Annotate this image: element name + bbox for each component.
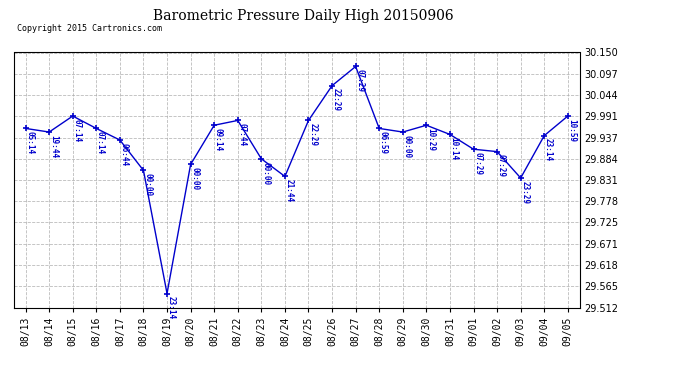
- Text: 10:29: 10:29: [426, 128, 435, 151]
- Text: 23:14: 23:14: [544, 138, 553, 162]
- Text: 09:14: 09:14: [214, 128, 223, 151]
- Text: 05:14: 05:14: [26, 131, 34, 154]
- Text: 10:14: 10:14: [450, 137, 459, 160]
- Text: Barometric Pressure Daily High 20150906: Barometric Pressure Daily High 20150906: [153, 9, 454, 23]
- Text: 22:29: 22:29: [332, 88, 341, 112]
- Text: 00:00: 00:00: [261, 162, 270, 185]
- Text: 07:14: 07:14: [72, 119, 81, 142]
- Text: 00:00: 00:00: [190, 167, 199, 190]
- Text: 07:44: 07:44: [237, 123, 246, 146]
- Text: 07:29: 07:29: [355, 69, 364, 92]
- Text: 21:44: 21:44: [284, 179, 293, 202]
- Text: 10:59: 10:59: [567, 119, 576, 142]
- Text: 19:44: 19:44: [49, 135, 58, 158]
- Text: Copyright 2015 Cartronics.com: Copyright 2015 Cartronics.com: [17, 24, 162, 33]
- Text: Pressure  (Inches/Hg): Pressure (Inches/Hg): [456, 32, 569, 41]
- Text: 07:14: 07:14: [96, 131, 105, 154]
- Text: 06:44: 06:44: [119, 143, 128, 166]
- Text: 00:00: 00:00: [402, 135, 411, 158]
- Text: 23:14: 23:14: [167, 296, 176, 320]
- Text: 07:29: 07:29: [473, 152, 482, 175]
- Text: 06:59: 06:59: [379, 131, 388, 154]
- Text: 07:29: 07:29: [497, 154, 506, 177]
- Text: 22:29: 22:29: [308, 123, 317, 146]
- Text: 23:29: 23:29: [520, 181, 529, 204]
- Text: 00:00: 00:00: [143, 173, 152, 196]
